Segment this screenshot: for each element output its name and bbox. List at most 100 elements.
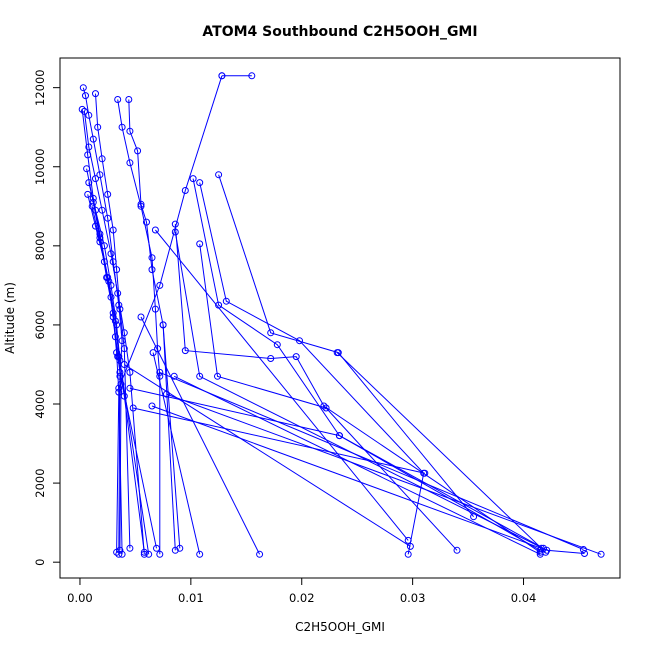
data-point <box>116 546 124 554</box>
series-line-28 <box>336 352 547 553</box>
series-line-19 <box>166 393 602 555</box>
data-point <box>126 159 134 167</box>
data-point <box>118 550 126 558</box>
data-point <box>116 357 124 364</box>
data-point <box>129 404 137 412</box>
data-point <box>151 305 159 313</box>
y-axis-label: Altitude (m) <box>3 282 17 354</box>
data-point <box>117 380 125 388</box>
data-point <box>83 165 91 173</box>
data-point <box>107 281 115 289</box>
data-point <box>143 218 150 226</box>
data-point <box>85 143 93 151</box>
series-line-16 <box>174 224 541 553</box>
y-tick-label: 4000 <box>33 389 47 418</box>
data-point <box>137 313 145 321</box>
data-point <box>470 513 478 521</box>
data-point <box>148 266 156 274</box>
data-point <box>137 202 145 210</box>
data-point <box>171 228 179 236</box>
data-point <box>79 84 87 92</box>
data-point <box>181 347 189 355</box>
series-line-17 <box>174 231 585 554</box>
data-point <box>248 72 256 80</box>
series-line-26 <box>155 229 409 541</box>
series-line-11 <box>118 75 223 555</box>
data-point <box>137 200 145 208</box>
data-point <box>149 349 157 357</box>
data-point <box>120 345 128 353</box>
data-point <box>156 368 164 376</box>
data-point <box>296 337 303 345</box>
data-point <box>125 96 133 103</box>
data-point <box>140 550 148 558</box>
plot-points <box>78 72 605 558</box>
y-tick-label: 10000 <box>33 148 47 185</box>
data-point <box>163 390 170 398</box>
data-point <box>335 432 343 440</box>
series-line-24 <box>162 324 176 551</box>
x-axis: 0.00 0.01 0.02 0.03 0.04 <box>67 577 536 605</box>
data-point <box>171 546 179 554</box>
x-tick-label: 0.00 <box>67 591 93 605</box>
data-point <box>154 345 162 353</box>
series-line-29 <box>133 407 425 474</box>
data-point <box>111 317 119 325</box>
data-point <box>196 372 204 380</box>
data-point <box>116 372 124 380</box>
data-point <box>148 254 156 262</box>
x-tick-label: 0.01 <box>178 591 204 605</box>
series-line-22 <box>140 316 261 555</box>
data-point <box>114 96 122 103</box>
data-point <box>78 105 86 113</box>
y-axis: 0 2000 4000 6000 8000 10000 12000 <box>33 69 61 566</box>
data-point <box>222 297 230 305</box>
data-point <box>153 544 160 552</box>
data-point <box>218 72 226 80</box>
chart-title: ATOM4 Southbound C2H5OOH_GMI <box>202 24 477 40</box>
data-point <box>84 190 92 198</box>
data-point <box>82 92 89 100</box>
series-line-27 <box>129 387 544 549</box>
data-point <box>196 240 204 248</box>
series-line-25 <box>124 364 411 547</box>
series-line-21 <box>151 405 542 549</box>
data-point <box>113 266 121 274</box>
data-point <box>115 388 123 396</box>
data-point <box>118 123 126 131</box>
data-point <box>406 542 414 550</box>
data-point <box>156 550 164 558</box>
data-point <box>597 550 605 558</box>
data-point <box>114 289 122 297</box>
series-line-2 <box>117 99 161 555</box>
data-point <box>537 544 545 552</box>
data-point <box>267 355 275 362</box>
data-point <box>109 309 117 317</box>
x-tick-label: 0.03 <box>400 591 426 605</box>
data-point <box>453 546 461 554</box>
data-point <box>126 127 134 135</box>
data-point <box>196 550 204 558</box>
y-tick-label: 0 <box>33 559 47 566</box>
data-point <box>214 372 221 380</box>
data-point <box>94 123 102 131</box>
series-line-5 <box>83 111 145 555</box>
data-point <box>126 368 134 376</box>
data-point <box>115 384 123 392</box>
data-point <box>215 171 223 179</box>
series-line-13 <box>199 182 425 555</box>
data-point <box>134 147 142 155</box>
data-point <box>113 321 121 329</box>
series-line-12 <box>192 178 541 551</box>
x-tick-label: 0.02 <box>289 591 315 605</box>
data-point <box>120 361 128 368</box>
data-point <box>333 349 341 357</box>
data-point <box>105 277 113 285</box>
data-point <box>115 301 123 309</box>
data-point <box>256 550 264 558</box>
data-point <box>113 349 121 357</box>
data-point <box>322 404 330 412</box>
data-point <box>292 353 300 361</box>
data-point <box>140 548 148 556</box>
series-line-15 <box>199 243 458 551</box>
